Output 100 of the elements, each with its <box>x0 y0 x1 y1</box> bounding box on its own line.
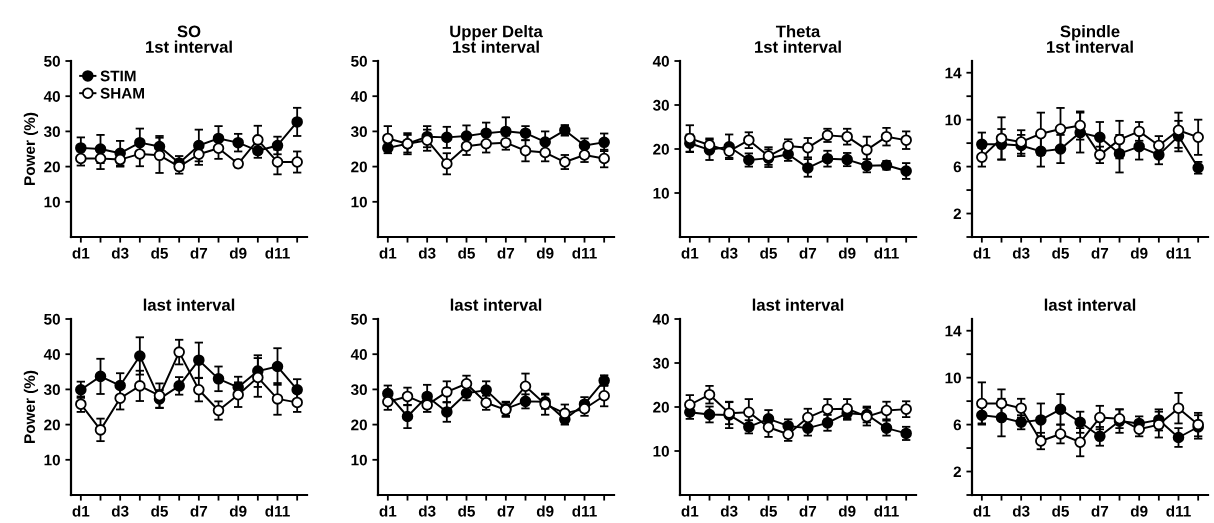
x-tick-label: d5 <box>1052 247 1069 259</box>
y-tick-label: 30 <box>652 357 669 369</box>
x-tick-label: d1 <box>72 505 90 517</box>
x-tick-label: d1 <box>681 247 699 259</box>
y-tick-label: 40 <box>652 55 669 67</box>
x-tick-label: d7 <box>799 247 817 259</box>
y-tick-label: 30 <box>350 126 367 138</box>
y-axis-title: Power (%) <box>23 112 39 185</box>
x-tick-label: d11 <box>874 505 899 517</box>
y-tick-label: 2 <box>953 466 961 478</box>
chart-title: SO <box>177 25 201 38</box>
y-tick-label: 10 <box>351 454 367 466</box>
y-tick-label: 40 <box>43 91 60 102</box>
y-tick-label: 30 <box>652 99 669 111</box>
y-tick-label: 40 <box>43 349 60 360</box>
y-tick-label: 30 <box>43 384 60 396</box>
x-tick-label: d5 <box>458 247 475 259</box>
y-tick-label: 40 <box>350 349 367 360</box>
x-tick-label: d7 <box>1091 505 1109 517</box>
y-tick-label: 14 <box>945 325 962 337</box>
y-tick-label: 20 <box>653 401 669 413</box>
chart-subtitle: 1st interval <box>1047 40 1133 53</box>
x-tick-label: d11 <box>874 247 899 259</box>
legend-label: STIM <box>100 70 136 82</box>
x-tick-label: d9 <box>838 505 856 517</box>
chart-subtitle: 1st interval <box>755 40 841 53</box>
x-tick-label: d11 <box>265 505 290 517</box>
y-tick-label: 40 <box>350 91 367 102</box>
y-tick-label: 10 <box>351 196 367 208</box>
x-tick-label: d1 <box>973 247 991 259</box>
x-tick-label: d5 <box>151 247 168 259</box>
x-tick-label: d9 <box>838 247 856 259</box>
x-tick-label: d9 <box>536 505 554 517</box>
x-tick-label: d1 <box>72 247 90 259</box>
x-tick-label: d3 <box>418 505 436 517</box>
chart-title: last interval <box>143 298 235 311</box>
x-tick-label: d7 <box>190 505 208 517</box>
y-tick-label: 10 <box>945 114 961 126</box>
x-tick-label: d11 <box>1166 505 1191 517</box>
y-tick-label: 40 <box>652 313 669 325</box>
x-tick-label: d7 <box>1091 247 1109 259</box>
y-tick-label: 10 <box>653 445 669 457</box>
y-tick-label: 20 <box>44 419 60 431</box>
x-tick-label: d9 <box>1130 505 1148 517</box>
x-tick-label: d3 <box>111 247 129 259</box>
x-tick-label: d1 <box>379 505 397 517</box>
x-tick-label: d1 <box>681 505 699 517</box>
x-tick-label: d11 <box>265 247 290 259</box>
x-tick-label: d3 <box>720 247 738 259</box>
y-tick-label: 30 <box>350 384 367 396</box>
chart-title: Theta <box>775 25 821 38</box>
x-tick-label: d5 <box>151 505 168 517</box>
chart-title: last interval <box>450 298 542 311</box>
y-tick-label: 10 <box>44 454 60 466</box>
x-tick-label: d11 <box>572 505 597 517</box>
y-tick-label: 20 <box>44 161 60 173</box>
chart-subtitle: 1st interval <box>453 40 539 53</box>
y-tick-label: 14 <box>945 67 962 79</box>
x-tick-label: d7 <box>497 247 515 259</box>
y-tick-label: 50 <box>351 313 367 325</box>
chart-title: Upper Delta <box>450 25 543 41</box>
y-tick-label: 20 <box>653 143 669 155</box>
y-tick-label: 20 <box>351 419 367 431</box>
chart-subtitle: 1st interval <box>146 40 232 53</box>
y-tick-label: 30 <box>43 126 60 138</box>
chart-title: last interval <box>752 298 844 311</box>
x-tick-label: d3 <box>720 505 738 517</box>
y-tick-label: 6 <box>953 161 962 173</box>
y-tick-label: 50 <box>44 313 60 325</box>
legend-label: SHAM <box>100 87 144 99</box>
chart-title: Spindle <box>1060 25 1120 41</box>
x-tick-label: d7 <box>497 505 515 517</box>
y-tick-label: 10 <box>44 196 60 208</box>
y-tick-label: 6 <box>953 419 962 431</box>
x-tick-label: d5 <box>760 505 777 517</box>
x-tick-label: d3 <box>111 505 129 517</box>
x-tick-label: d9 <box>536 247 554 259</box>
y-tick-label: 10 <box>653 187 669 199</box>
y-axis-title: Power (%) <box>23 370 39 443</box>
x-tick-label: d9 <box>229 247 247 259</box>
x-tick-label: d9 <box>1130 247 1148 259</box>
x-tick-label: d1 <box>379 247 397 259</box>
x-tick-label: d5 <box>760 247 777 259</box>
y-tick-label: 20 <box>351 161 367 173</box>
x-tick-label: d1 <box>973 505 991 517</box>
x-tick-label: d5 <box>1052 505 1069 517</box>
y-tick-label: 50 <box>44 55 60 67</box>
y-tick-label: 50 <box>351 55 367 67</box>
x-tick-label: d11 <box>1166 247 1191 259</box>
y-tick-label: 2 <box>953 208 961 220</box>
y-tick-label: 10 <box>945 372 961 384</box>
x-tick-label: d3 <box>418 247 436 259</box>
x-tick-label: d3 <box>1012 505 1030 517</box>
chart-title: last interval <box>1044 298 1136 311</box>
x-tick-label: d7 <box>799 505 817 517</box>
x-tick-label: d7 <box>190 247 208 259</box>
x-tick-label: d11 <box>572 247 597 259</box>
x-tick-label: d5 <box>458 505 475 517</box>
x-tick-label: d9 <box>229 505 247 517</box>
x-tick-label: d3 <box>1012 247 1030 259</box>
